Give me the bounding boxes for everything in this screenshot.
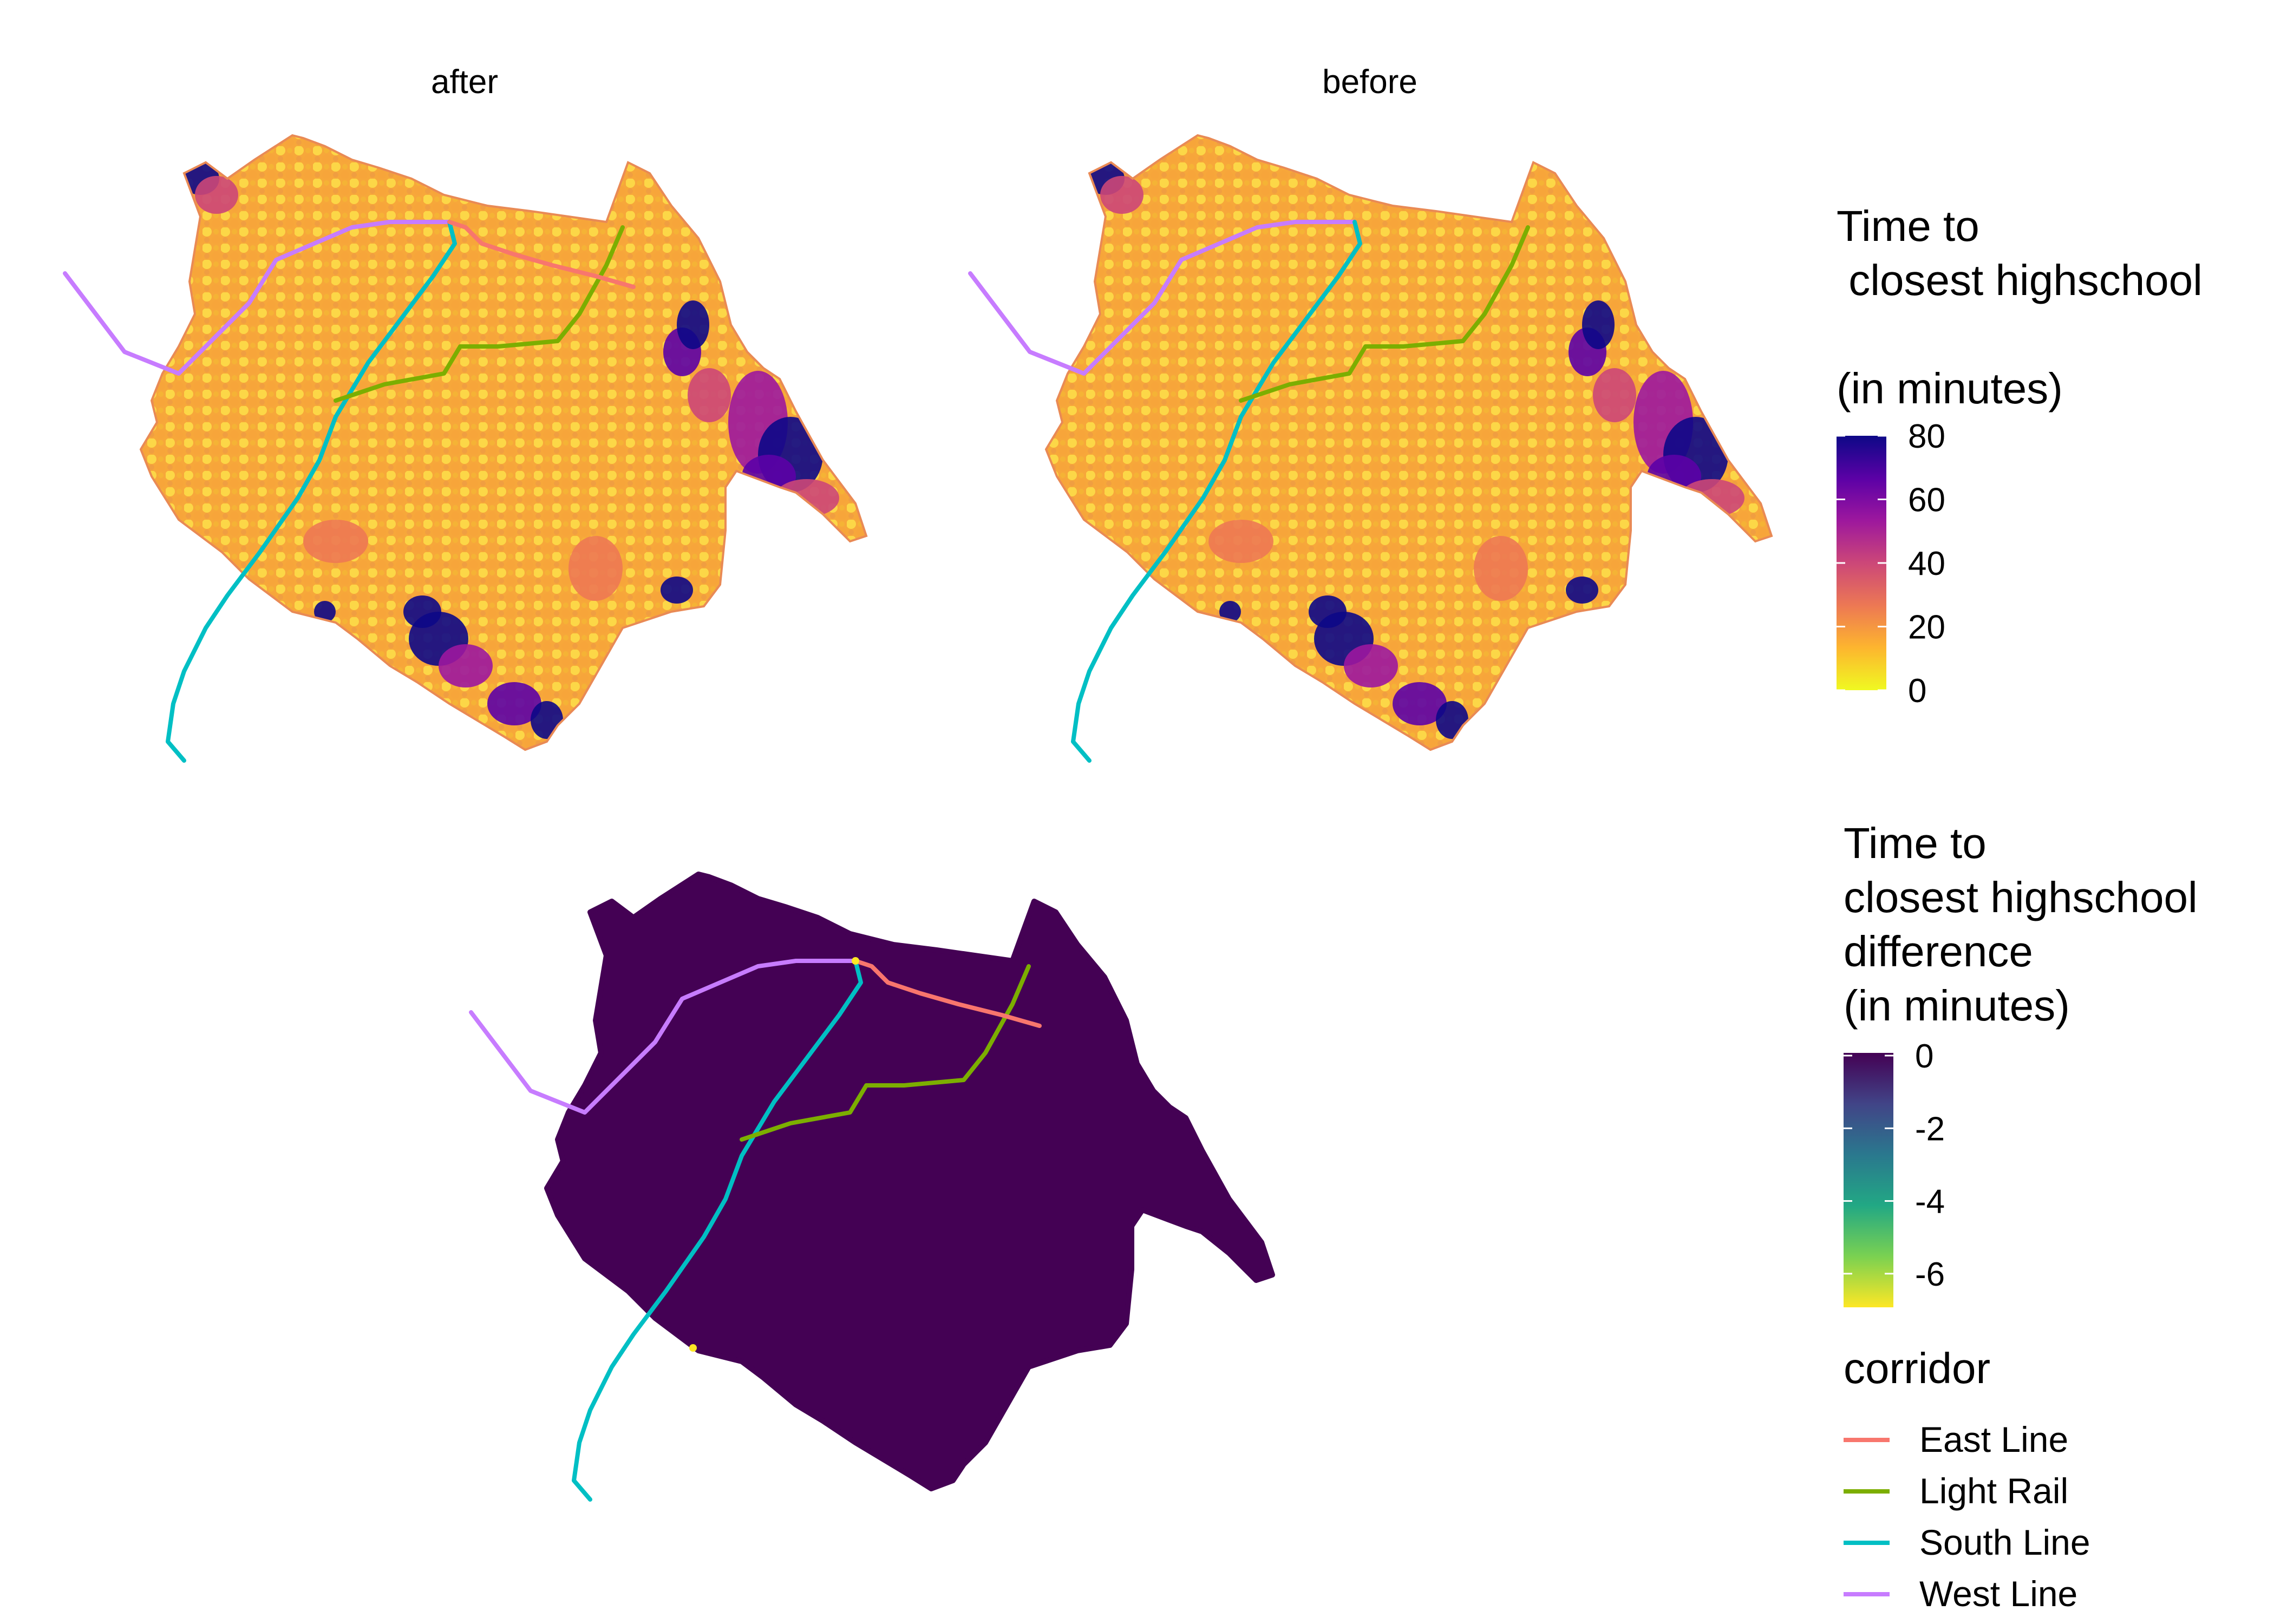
corridor-east-line bbox=[447, 220, 636, 289]
legend-diff-tick-label: 0 bbox=[1915, 1038, 1933, 1075]
facet-label-before: before bbox=[1322, 63, 1417, 101]
legend-diff-title-4: (in minutes) bbox=[1844, 981, 2070, 1030]
legend-diff-colorbar bbox=[1844, 1053, 1893, 1307]
legend-time-tick-label: 40 bbox=[1908, 545, 1945, 582]
corridor-south-line bbox=[572, 959, 863, 1502]
corridor-south-line bbox=[166, 220, 457, 763]
legend-time-tick-label: 60 bbox=[1908, 482, 1945, 519]
legend-diff-tick-label: -6 bbox=[1915, 1256, 1945, 1293]
facet-label-after: after bbox=[431, 63, 498, 101]
legend-time-title-1: Time to bbox=[1837, 202, 1979, 250]
legend-time-tick-label: 20 bbox=[1908, 609, 1945, 646]
corridor-east-line bbox=[853, 959, 1042, 1028]
legend-diff-title-1: Time to bbox=[1844, 819, 1987, 867]
legend-corridor-title: corridor bbox=[1844, 1344, 1990, 1392]
legend-corridor-label: West Line bbox=[1919, 1574, 2077, 1614]
legend-corridor-label: South Line bbox=[1919, 1522, 2090, 1562]
corridor-west-line bbox=[469, 959, 858, 1115]
legend-diff-tick-label: -2 bbox=[1915, 1110, 1945, 1148]
corridor-light-rail bbox=[334, 225, 625, 403]
legend-time-tick-label: 0 bbox=[1908, 672, 1926, 710]
legend-diff-tick-label: -4 bbox=[1915, 1183, 1945, 1221]
legend-time-tick-label: 80 bbox=[1908, 418, 1945, 455]
legend-time-title-2: closest highschool bbox=[1837, 256, 2203, 304]
legend-corridor-label: Light Rail bbox=[1919, 1471, 2068, 1511]
legend-difference: Time to closest highschool difference (i… bbox=[1844, 819, 2198, 1307]
corridor-light-rail bbox=[740, 964, 1031, 1142]
legend-diff-title-2: closest highschool bbox=[1844, 873, 2198, 921]
legend-corridor: corridor East Line Light Rail South Line We… bbox=[1844, 1344, 2090, 1614]
map-before bbox=[968, 134, 1773, 763]
corridor-west-line bbox=[63, 220, 452, 376]
legend-diff-title-3: difference bbox=[1844, 927, 2033, 975]
map-difference bbox=[469, 872, 1275, 1502]
corridor-south-line bbox=[1071, 220, 1362, 763]
legend-time-title-4: (in minutes) bbox=[1837, 364, 2063, 412]
legend-time: Time to closest highschool (in minutes) … bbox=[1837, 202, 2203, 710]
map-after bbox=[63, 134, 868, 763]
corridor-west-line bbox=[968, 220, 1357, 376]
corridor-light-rail bbox=[1239, 225, 1530, 403]
legend-corridor-label: East Line bbox=[1919, 1419, 2068, 1459]
